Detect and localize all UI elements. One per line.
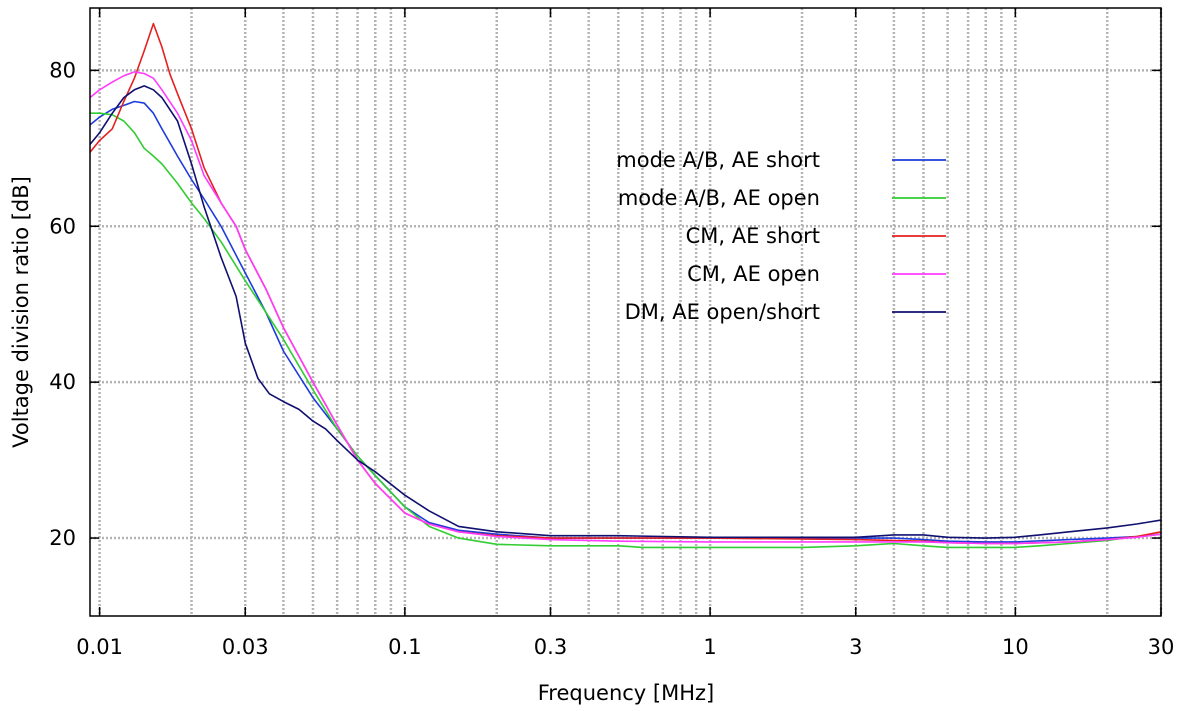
series-lines	[89, 22, 1162, 549]
x-tick-label: 0.1	[388, 635, 421, 659]
legend-label-2: mode A/B, AE open	[618, 186, 820, 210]
plot-border	[89, 7, 1162, 617]
legend: mode A/B, AE short mode A/B, AE open CM, A…	[616, 148, 946, 324]
y-tick-label: 60	[49, 214, 76, 238]
y-tick-label: 80	[49, 58, 76, 82]
x-tick-label: 0.03	[222, 635, 269, 659]
legend-label-5: DM, AE open/short	[625, 300, 820, 324]
y-tick-label: 40	[49, 370, 76, 394]
series-line-5	[89, 85, 1162, 539]
x-tick-label: 10	[1002, 635, 1029, 659]
plot-frame	[89, 7, 1162, 617]
x-tick-label: 0.3	[534, 635, 567, 659]
series-line-2	[90, 112, 1162, 549]
y-tick-label: 20	[49, 526, 76, 550]
axis-ticks: 0.01 0.03 0.1 0.3 1 3 10 30 20 40 60 80	[49, 8, 1174, 659]
series-line-4	[89, 71, 1162, 545]
x-tick-label: 1	[703, 635, 716, 659]
legend-label-4: CM, AE open	[687, 262, 820, 286]
x-tick-label: 0.01	[76, 635, 123, 659]
x-tick-label: 3	[849, 635, 862, 659]
legend-label-1: mode A/B, AE short	[616, 148, 820, 172]
x-axis-label: Frequency [MHz]	[538, 681, 714, 705]
x-tick-label: 30	[1148, 635, 1175, 659]
legend-label-3: CM, AE short	[686, 224, 820, 248]
y-axis-label: Voltage division ratio [dB]	[9, 176, 33, 448]
